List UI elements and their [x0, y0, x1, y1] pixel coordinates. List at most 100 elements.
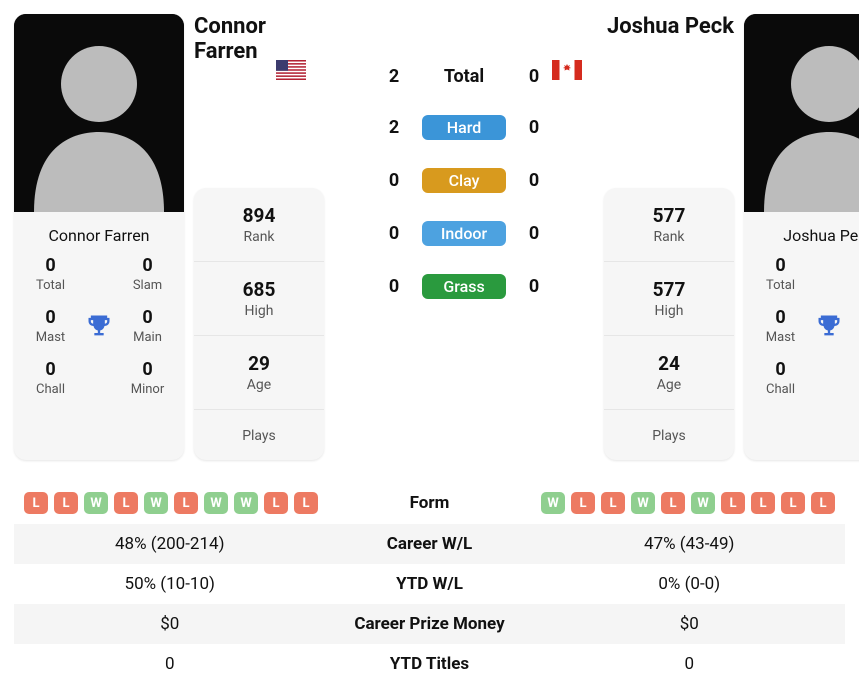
player-name: Connor Farren	[14, 212, 184, 255]
comparison-table: LLWLWLWWLLFormWLLWLWLLLL48% (200-214)Car…	[14, 482, 845, 684]
comparison-row: LLWLWLWWLLFormWLLWLWLLLL	[14, 482, 845, 524]
h2h-surface-left: 0	[389, 223, 399, 244]
player-card-left: Connor Farren 0 Total 0 Slam 0 Mast 0 Main 0…	[14, 14, 184, 460]
stat-label: Minor	[131, 382, 165, 397]
comparison-right: 0% (0-0)	[540, 574, 840, 594]
player-card-right: Joshua Peck 0Total 0Slam 0Mast 0Main 0Ch…	[744, 14, 859, 460]
stat-label: Total	[766, 278, 795, 293]
player-name-heading-right: Joshua Peck	[604, 14, 734, 64]
h2h-surface-right: 0	[529, 223, 539, 244]
comparison-label: YTD Titles	[320, 654, 540, 674]
bio-label: High	[608, 303, 730, 319]
stat-label: Main	[133, 330, 162, 345]
stat-label: Slam	[133, 278, 162, 293]
header-grid: Connor Farren 0 Total 0 Slam 0 Mast 0 Main 0…	[14, 14, 845, 460]
bio-label: High	[198, 303, 320, 319]
comparison-right: $0	[540, 614, 840, 634]
h2h-total-label: Total	[444, 66, 484, 87]
form-chip: L	[54, 492, 78, 514]
bio-label: Plays	[198, 428, 320, 444]
stat-label: Chall	[36, 382, 65, 397]
bio-value: 29	[198, 352, 320, 375]
comparison-row: 48% (200-214)Career W/L47% (43-49)	[14, 524, 845, 564]
h2h-grid: 2 Total 0	[369, 66, 559, 87]
comparison-label: Career W/L	[320, 534, 540, 554]
stat-label: Total	[36, 278, 65, 293]
stat-label: Mast	[36, 330, 65, 345]
stat-label: Mast	[766, 330, 795, 345]
stat-value: 0	[36, 255, 65, 276]
stat-value: 0	[133, 255, 162, 276]
flag-us-icon	[276, 60, 306, 80]
comparison-row: 50% (10-10)YTD W/L0% (0-0)	[14, 564, 845, 604]
h2h-surface-right: 0	[529, 276, 539, 297]
bio-label: Age	[198, 377, 320, 393]
bio-value: 577	[608, 278, 730, 301]
h2h-surface-left: 0	[389, 170, 399, 191]
comparison-row: 0YTD Titles0	[14, 644, 845, 684]
comparison-label: Form	[320, 493, 540, 513]
bio-value: 24	[608, 352, 730, 375]
bio-card-right: 577 Rank 577 High 24 Age Plays	[604, 188, 734, 460]
comparison-right: WLLWLWLLLL	[540, 492, 840, 514]
form-chip: L	[174, 492, 198, 514]
form-chip: L	[811, 492, 835, 514]
trophy-icon	[85, 312, 113, 340]
form-chip: W	[144, 492, 168, 514]
comparison-label: YTD W/L	[320, 574, 540, 594]
player-name-heading-left: Connor Farren	[194, 14, 324, 64]
bio-label: Age	[608, 377, 730, 393]
silhouette-icon	[744, 14, 859, 212]
form-chip: L	[264, 492, 288, 514]
comparison-left: 48% (200-214)	[20, 534, 320, 554]
h2h-left-total: 2	[389, 66, 399, 87]
bio-value: 894	[198, 204, 320, 227]
surface-chip: Indoor	[422, 221, 506, 246]
form-chip: L	[114, 492, 138, 514]
titles-grid: 0Total 0Slam 0Mast 0Main 0Chall 0Minor	[744, 255, 859, 397]
stat-value: 0	[766, 359, 795, 380]
form-chip: L	[661, 492, 685, 514]
avatar	[14, 14, 184, 212]
h2h-right-total: 0	[529, 66, 539, 87]
h2h-surface-right: 0	[529, 117, 539, 138]
h2h-surface-left: 2	[389, 117, 399, 138]
h2h-surface-left: 0	[389, 276, 399, 297]
form-chip: L	[24, 492, 48, 514]
h2h-center: 2 Total 0 2 Hard 0 0 Clay 0 0 Indoor 0 0 Grass 0	[334, 14, 594, 460]
comparison-left: 0	[20, 654, 320, 674]
stat-value: 0	[766, 255, 795, 276]
comparison-left: LLWLWLWWLL	[20, 492, 320, 514]
form-chip: L	[601, 492, 625, 514]
h2h-surface-right: 0	[529, 170, 539, 191]
stat-value: 0	[36, 359, 65, 380]
avatar	[744, 14, 859, 212]
stat-value: 0	[131, 359, 165, 380]
comparison-right: 47% (43-49)	[540, 534, 840, 554]
form-chip: L	[571, 492, 595, 514]
comparison-left: $0	[20, 614, 320, 634]
bio-label: Plays	[608, 428, 730, 444]
bio-label: Rank	[608, 229, 730, 245]
bio-card-left: 894Rank 685High 29Age Plays	[194, 188, 324, 460]
surface-chip: Clay	[422, 168, 506, 193]
form-chip: W	[234, 492, 258, 514]
h2h-surfaces: 2 Hard 0 0 Clay 0 0 Indoor 0 0 Grass 0	[369, 115, 559, 299]
stat-value: 0	[36, 307, 65, 328]
player-name: Joshua Peck	[744, 212, 859, 255]
form-chip: W	[541, 492, 565, 514]
stat-value: 0	[133, 307, 162, 328]
form-chip: W	[631, 492, 655, 514]
form-chip: W	[84, 492, 108, 514]
form-chip: W	[691, 492, 715, 514]
form-chip: L	[751, 492, 775, 514]
surface-chip: Hard	[422, 115, 506, 140]
surface-chip: Grass	[422, 274, 506, 299]
silhouette-icon	[14, 14, 184, 212]
comparison-label: Career Prize Money	[320, 614, 540, 634]
trophy-icon	[815, 312, 843, 340]
titles-grid: 0 Total 0 Slam 0 Mast 0 Main 0 Chall 0 Minor	[14, 255, 184, 397]
bio-value: 577	[608, 204, 730, 227]
stat-label: Chall	[766, 382, 795, 397]
comparison-right: 0	[540, 654, 840, 674]
